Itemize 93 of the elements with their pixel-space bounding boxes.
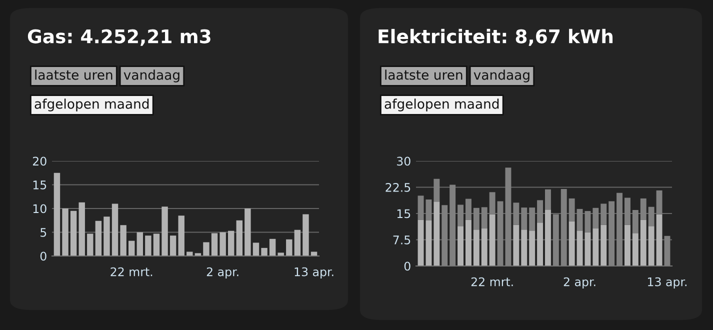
- bar: [244, 208, 251, 256]
- bar: [269, 238, 276, 256]
- bar: [473, 208, 480, 230]
- y-tick-label: 7.5: [393, 236, 410, 244]
- text: vandaag: [474, 70, 530, 82]
- text: afgelopen maand: [384, 98, 499, 112]
- bar: [458, 204, 464, 226]
- y-tick-label: 15: [33, 180, 46, 190]
- bar: [458, 226, 464, 266]
- bar: [236, 220, 243, 256]
- bar: [87, 234, 94, 256]
- bar: [434, 202, 440, 266]
- bar: [136, 232, 144, 256]
- text: laatste uren: [385, 70, 462, 80]
- bar: [104, 216, 110, 256]
- bar: [544, 189, 551, 210]
- bar: [302, 214, 309, 256]
- bar: [481, 207, 488, 229]
- bar: [521, 208, 528, 230]
- bar: [278, 252, 284, 256]
- bar: [656, 190, 662, 214]
- text: laatste uren: [35, 70, 112, 80]
- bar: [624, 198, 630, 225]
- bar: [252, 242, 260, 256]
- bar: [62, 208, 68, 256]
- bar: [600, 204, 607, 225]
- bar: [294, 230, 301, 256]
- x-tick-label: 2 apr.: [564, 277, 596, 289]
- bar: [153, 234, 160, 256]
- chart-title: Elektriciteit: 8,67 kWh: [378, 28, 613, 46]
- bar: [186, 252, 193, 256]
- y-tick-label: 30: [397, 156, 410, 166]
- x-tick-label: 13 apr.: [294, 267, 334, 279]
- bar: [521, 230, 528, 266]
- y-tick-label: 20: [32, 156, 46, 166]
- y-tick-label: 0: [40, 252, 46, 261]
- y-tick-label: 22.5: [386, 182, 410, 192]
- bar: [568, 198, 575, 222]
- bar: [648, 206, 654, 226]
- bar: [529, 230, 536, 266]
- bar: [592, 208, 599, 229]
- bar: [95, 220, 102, 256]
- x-tick-label: 2 apr.: [206, 267, 238, 279]
- text: afgelopen maand: [34, 98, 149, 112]
- x-tick-label: 22 mrt.: [471, 277, 513, 286]
- bar: [624, 224, 630, 266]
- text: vandaag: [124, 70, 180, 82]
- x-tick-label: 22 mrt.: [110, 267, 152, 276]
- y-tick-label: 10: [33, 204, 46, 214]
- bar: [568, 221, 575, 266]
- bar: [70, 210, 77, 256]
- bar: [592, 228, 599, 266]
- bar: [310, 252, 318, 256]
- bar: [656, 214, 662, 266]
- x-tick-label: 13 apr.: [648, 277, 686, 289]
- bar: [78, 202, 85, 256]
- bar: [178, 216, 184, 256]
- bar: [640, 220, 646, 266]
- bar: [112, 204, 118, 256]
- bar: [465, 220, 472, 266]
- bar: [120, 225, 126, 256]
- y-tick-label: 5: [40, 228, 46, 237]
- y-tick-label: 0: [404, 262, 410, 271]
- bar: [162, 206, 168, 256]
- bar: [513, 224, 520, 266]
- chart-title: Gas: 4.252,21 m3: [28, 29, 210, 46]
- bar: [632, 210, 638, 234]
- bar: [228, 230, 234, 256]
- bar: [220, 232, 226, 256]
- bar: [529, 208, 536, 231]
- bar: [600, 224, 607, 266]
- bar: [286, 239, 292, 256]
- bar: [648, 226, 654, 266]
- bar: [54, 172, 60, 256]
- bar: [128, 240, 135, 256]
- bar: [145, 236, 152, 256]
- bar: [170, 236, 176, 256]
- bar: [537, 222, 544, 266]
- bar: [632, 233, 638, 266]
- bar: [481, 228, 488, 266]
- bar: [434, 178, 440, 202]
- bar: [473, 230, 480, 266]
- bar: [537, 200, 544, 223]
- bar: [489, 192, 496, 214]
- bar: [489, 214, 496, 266]
- bar: [211, 233, 218, 256]
- bar: [261, 248, 268, 256]
- bar: [203, 242, 210, 256]
- bar: [513, 202, 520, 225]
- bar: [544, 210, 551, 266]
- bar: [640, 198, 646, 220]
- y-tick-label: 15: [397, 209, 410, 218]
- bar: [465, 198, 472, 220]
